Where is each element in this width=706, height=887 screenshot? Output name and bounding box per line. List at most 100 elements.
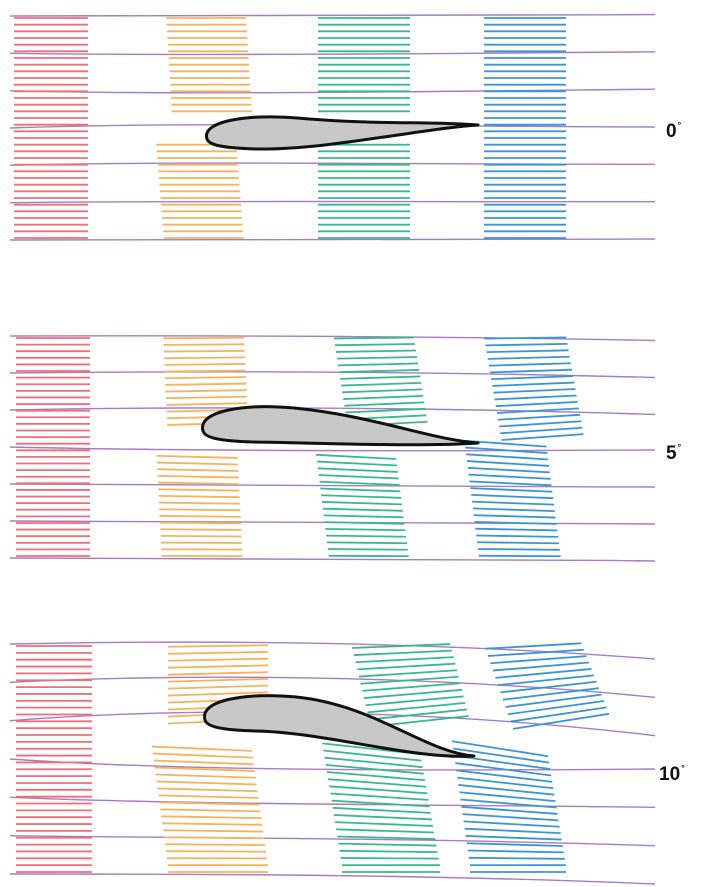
angle-label-5: 5° (666, 442, 682, 464)
timeline-band-1 (14, 17, 88, 239)
airfoil (201, 405, 480, 447)
timeline-line (462, 813, 559, 822)
timeline-line (316, 460, 398, 467)
streamline (9, 796, 656, 809)
timeline-line (507, 700, 605, 716)
timeline-line (353, 649, 452, 656)
timeline-line (485, 342, 568, 347)
timeline-band-3 (318, 17, 410, 239)
timeline-line (512, 712, 610, 730)
timeline-line (477, 548, 560, 551)
timeline-line (338, 362, 419, 367)
timeline-band-4 (464, 336, 584, 558)
timeline-line (159, 514, 241, 518)
timeline-line (342, 388, 423, 394)
timeline-line (321, 501, 403, 506)
timeline-line (159, 521, 241, 525)
timeline-line (492, 381, 575, 387)
timeline-band-1 (16, 337, 90, 557)
timeline-line (165, 382, 247, 386)
timeline-line (470, 487, 553, 493)
timeline-line (326, 771, 425, 782)
timeline-line (358, 669, 457, 678)
timeline-line (158, 794, 259, 799)
timeline-line (340, 857, 439, 860)
timeline-line (324, 521, 405, 525)
timeline-line (499, 420, 582, 428)
timeline-line (453, 747, 550, 764)
panel-5-degrees (9, 335, 656, 562)
timeline-line (155, 773, 256, 779)
timeline-line (321, 494, 402, 499)
timeline-line (363, 688, 463, 699)
timeline-line (165, 376, 247, 380)
timeline-line (330, 792, 429, 801)
timeline-line (471, 493, 554, 500)
timeline-line (471, 500, 555, 506)
timeline-line (495, 401, 578, 408)
timeline-line (331, 799, 430, 808)
timeline-line (497, 413, 581, 421)
timeline-line (164, 836, 265, 840)
timeline-line (334, 821, 434, 827)
timeline-line (153, 759, 254, 766)
timeline-line (461, 805, 558, 815)
timeline-line (325, 763, 424, 775)
timeline-line (158, 481, 240, 486)
timeline-line (167, 651, 269, 655)
timeline-line (327, 778, 427, 788)
timeline-line (327, 548, 408, 551)
timeline-line (502, 687, 600, 701)
timeline-line (154, 766, 255, 772)
timeline-band-2 (156, 336, 249, 557)
timeline-line (339, 369, 420, 374)
timeline-band-1 (16, 645, 92, 873)
timeline-line (357, 662, 456, 671)
timeline-line (336, 828, 435, 834)
timeline-line (337, 835, 436, 840)
timeline-line (159, 508, 241, 512)
timeline-line (156, 454, 238, 459)
timeline-line (459, 791, 556, 803)
timeline-line (165, 389, 247, 393)
timeline-line (320, 487, 401, 493)
timeline-line (157, 461, 239, 466)
timeline-line (158, 488, 240, 492)
timeline-line (486, 349, 569, 354)
timeline-line (494, 394, 577, 401)
streamline (9, 834, 656, 847)
timeline-line (163, 829, 264, 833)
timeline-line (164, 356, 246, 360)
timeline-line (340, 375, 421, 380)
timeline-line (344, 401, 425, 407)
timeline-line (319, 480, 400, 486)
timeline-line (333, 336, 414, 340)
timeline-line (484, 336, 567, 340)
streamline (9, 335, 656, 342)
timeline-line (164, 369, 246, 373)
streamline (9, 758, 656, 771)
timeline-line (488, 362, 571, 367)
timeline-line (465, 835, 562, 841)
timeline-line (466, 842, 563, 847)
timeline-line (343, 394, 424, 400)
timeline-line (160, 808, 261, 813)
angle-label-10: 10° (659, 763, 685, 785)
timeline-line (332, 806, 431, 814)
timeline-line (160, 534, 242, 538)
timeline-line (157, 468, 239, 472)
streamline (9, 446, 656, 452)
timeline-line (455, 762, 552, 777)
timeline-line (164, 363, 246, 366)
timeline-band-2 (156, 17, 252, 239)
timeline-line (152, 752, 253, 759)
timeline-line (360, 675, 459, 685)
timeline-line (322, 507, 403, 512)
timeline-line (468, 856, 565, 860)
streamline (9, 51, 656, 56)
timeline-line (326, 534, 407, 538)
timeline-line (166, 402, 248, 406)
timeline-line (167, 677, 269, 683)
timeline-line (326, 541, 408, 545)
